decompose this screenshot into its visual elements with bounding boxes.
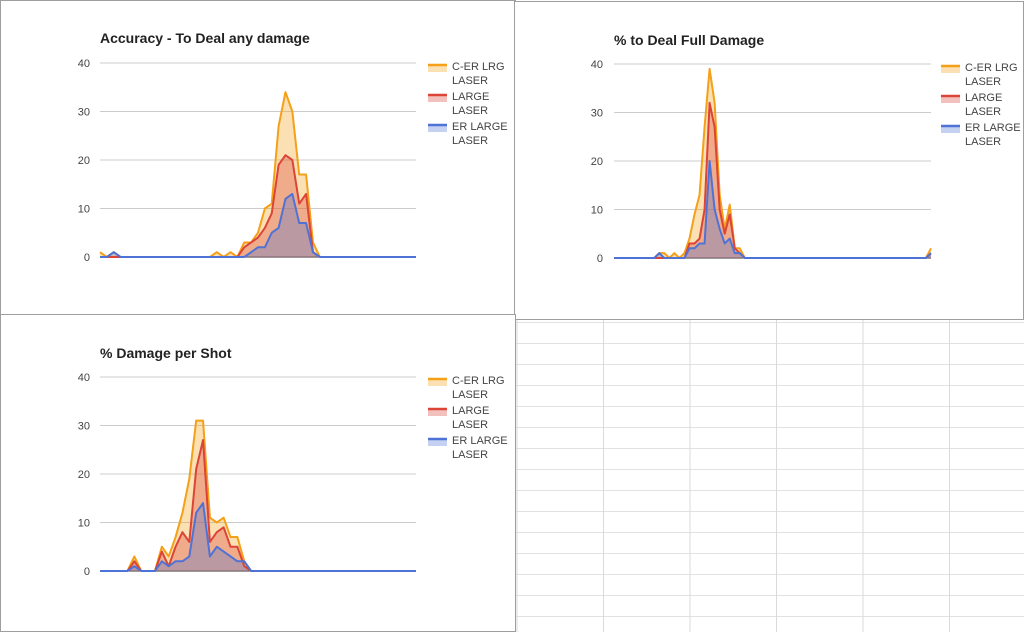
series-line-1: [614, 101, 932, 259]
series-line-0: [100, 419, 416, 572]
y-tick-label: 40: [591, 59, 603, 71]
y-tick-label: 30: [591, 108, 603, 120]
legend-label: ER LARGE LASER: [452, 121, 508, 147]
series-line-0: [99, 91, 416, 258]
y-tick-label: 20: [78, 469, 90, 481]
legend-label: ER LARGE LASER: [452, 435, 508, 461]
series-area-0: [100, 420, 416, 571]
series-line-2: [614, 160, 932, 259]
series-area-1: [100, 440, 416, 571]
series-line-0: [614, 67, 932, 259]
legend-swatch-fill: [428, 65, 447, 72]
series-line-1: [100, 439, 416, 572]
legend-swatch-fill: [941, 66, 960, 73]
series-line-2: [100, 192, 416, 258]
chart-svg: % Damage per Shot 0 10 20 30 40 C-ER LRG LASER L…: [78, 345, 508, 578]
legend-swatch-fill: [428, 439, 447, 446]
series-line-2: [100, 502, 416, 572]
y-tick-label: 0: [84, 566, 90, 578]
legend-label: C-ER LRG LASER: [452, 375, 505, 401]
chart-title: Accuracy - To Deal any damage: [100, 30, 310, 46]
legend-swatch-fill: [941, 126, 960, 133]
series-area-2: [100, 503, 416, 571]
legend-label: C-ER LRG LASER: [965, 62, 1018, 88]
chart-title: % Damage per Shot: [100, 345, 232, 361]
y-tick-label: 0: [84, 252, 90, 264]
legend-swatch-fill: [428, 379, 447, 386]
chart-accuracy-any-damage[interactable]: Accuracy - To Deal any damage 0 10 20 30 40 C-…: [0, 0, 516, 316]
y-tick-label: 20: [591, 156, 603, 168]
legend-swatch-fill: [941, 96, 960, 103]
y-tick-label: 0: [597, 253, 603, 265]
legend-label: LARGE LASER: [452, 405, 489, 431]
legend-label: LARGE LASER: [452, 91, 489, 117]
chart-full-damage[interactable]: % to Deal Full Damage 0 10 20 30 40 C-ER LRG LA…: [514, 1, 1024, 320]
series-area-1: [614, 102, 931, 258]
y-tick-label: 40: [78, 372, 90, 384]
chart-svg: % to Deal Full Damage 0 10 20 30 40 C-ER LRG LA…: [591, 32, 1021, 265]
y-tick-label: 10: [78, 204, 90, 216]
series-area-1: [100, 155, 416, 257]
legend-label: LARGE LASER: [965, 92, 1002, 118]
chart-title: % to Deal Full Damage: [614, 32, 764, 48]
y-tick-label: 10: [591, 205, 603, 217]
chart-svg: Accuracy - To Deal any damage 0 10 20 30 40 C-…: [78, 30, 508, 264]
y-tick-label: 10: [78, 518, 90, 530]
spreadsheet-grid[interactable]: [516, 318, 1024, 632]
y-tick-label: 30: [78, 107, 90, 119]
legend-swatch-fill: [428, 95, 447, 102]
legend-swatch-fill: [428, 125, 447, 132]
y-tick-label: 20: [78, 155, 90, 167]
y-tick-label: 30: [78, 421, 90, 433]
y-tick-label: 40: [78, 58, 90, 70]
legend-swatch-fill: [428, 409, 447, 416]
legend-label: ER LARGE LASER: [965, 122, 1021, 148]
series-area-0: [614, 68, 931, 258]
legend-label: C-ER LRG LASER: [452, 61, 505, 87]
chart-damage-per-shot[interactable]: % Damage per Shot 0 10 20 30 40 C-ER LRG LASER L…: [0, 314, 516, 632]
